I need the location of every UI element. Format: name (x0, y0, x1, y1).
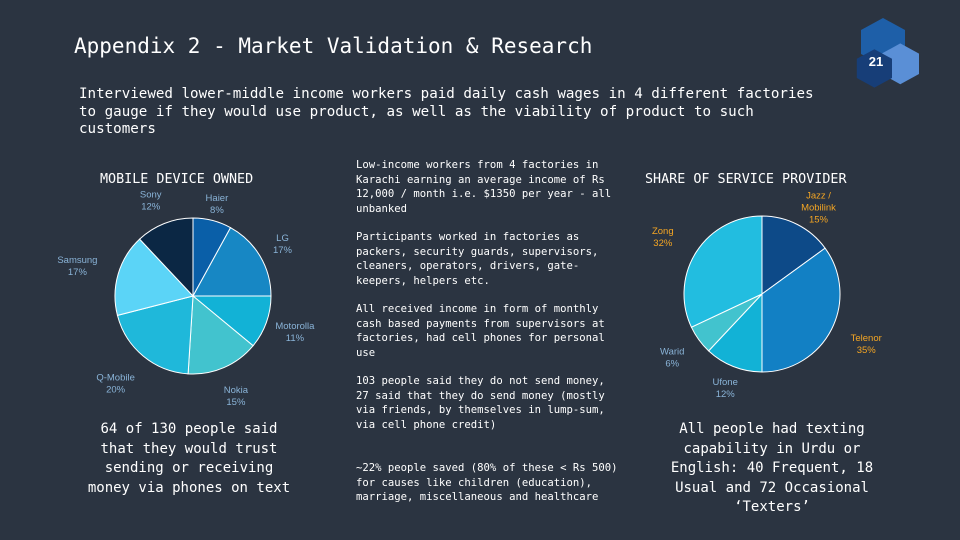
hexagon-logo-icon (856, 18, 919, 88)
mobile-label-q-mobile: Q-Mobile 20% (96, 372, 135, 395)
mobile-label-samsung: Samsung 17% (57, 255, 97, 278)
mobile-slice-q-mobile (116, 295, 194, 375)
mobile-slice-samsung (114, 238, 194, 317)
center-point-1: Low-income workers from 4 factories in K… (356, 159, 612, 215)
mobile-label-motorolla: Motorolla 11% (275, 321, 315, 344)
mobile-chart-title: MOBILE DEVICE OWNED (100, 172, 254, 187)
provider-label-warid: Warid 6% (660, 346, 684, 369)
intro-text: Interviewed lower-middle income workers … (79, 86, 814, 137)
mobile-label-lg: LG 17% (273, 233, 293, 256)
provider-slice-zong (683, 215, 763, 328)
provider-label-telenor: Telenor 35% (851, 333, 882, 356)
provider-label-ufone: Ufone 12% (713, 377, 738, 400)
left-summary: 64 of 130 people said that they would tr… (87, 421, 291, 496)
right-summary: All people had texting capability in Urd… (670, 421, 874, 515)
provider-label-jazz-mobilink: Jazz / Mobilink 15% (801, 191, 836, 226)
provider-label-zong: Zong 32% (652, 226, 674, 249)
provider-slice-jazz-mobilink (761, 215, 826, 295)
mobile-label-sony: Sony 12% (140, 189, 162, 212)
center-point-3: All received income in form of monthly c… (356, 303, 605, 359)
mobile-label-nokia: Nokia 15% (224, 385, 249, 408)
mobile-slice-lg (192, 226, 272, 297)
mobile-label-haier: Haier 8% (206, 193, 229, 216)
page-number: 21 (868, 54, 884, 69)
mobile-slice-sony (138, 217, 194, 298)
center-point-4: 103 people said they do not send money, … (356, 375, 605, 431)
provider-chart-title: SHARE OF SERVICE PROVIDER (645, 172, 847, 187)
provider-slice-telenor (761, 247, 841, 373)
center-point-2: Participants worked in factories as pack… (356, 231, 599, 287)
mobile-slice-nokia (187, 294, 254, 375)
slide-title: Appendix 2 - Market Validation & Researc… (74, 34, 593, 58)
center-point-5: ~22% people saved (80% of these < Rs 500… (356, 462, 618, 503)
